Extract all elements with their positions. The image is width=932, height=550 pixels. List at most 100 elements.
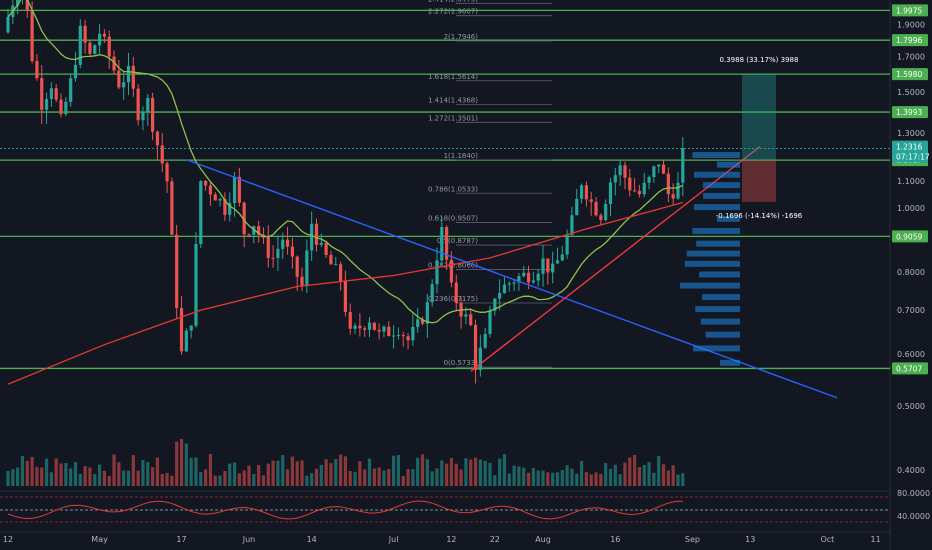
volume-bar: [338, 454, 343, 486]
volume-bar: [208, 454, 213, 486]
volume-bar: [54, 458, 58, 486]
candle-body: [363, 328, 367, 330]
candle-body: [107, 36, 111, 57]
volume-bar: [531, 468, 535, 486]
candle-body: [618, 165, 622, 176]
volume-bar: [59, 463, 63, 486]
candle-body: [579, 185, 584, 199]
volume-bar: [353, 472, 357, 486]
volume-bar: [141, 460, 145, 486]
volume-bar: [459, 469, 463, 486]
candle-body: [30, 10, 34, 62]
candle-body: [102, 33, 106, 37]
price-countdown-label: 07:17:17: [896, 153, 930, 162]
volume-bar: [618, 474, 622, 486]
volume-bar: [633, 455, 637, 486]
volume-bar: [247, 465, 251, 486]
volume-bar: [642, 464, 646, 486]
volume-bar: [146, 462, 150, 486]
volume-bar: [242, 470, 246, 486]
candle-body: [570, 215, 574, 235]
candle-body: [88, 42, 92, 54]
volume-bar: [435, 468, 439, 486]
candle-body: [661, 164, 666, 174]
candle-body: [522, 272, 526, 277]
candle-body: [604, 204, 608, 221]
volume-profile-bar: [703, 182, 740, 189]
candle-body: [290, 246, 294, 257]
volume-bar: [175, 441, 179, 486]
candle-body: [560, 254, 564, 261]
volume-bar: [473, 457, 478, 486]
volume-bar: [237, 473, 241, 486]
volume-bar: [637, 467, 642, 486]
indicator-line: [7, 500, 683, 520]
candle-body: [131, 65, 135, 89]
candle-body: [194, 243, 198, 326]
candle-body: [608, 182, 613, 205]
candle-body: [594, 201, 598, 216]
candle-body: [257, 226, 261, 235]
candle-body: [464, 314, 468, 317]
x-tick-label: Sep: [685, 535, 700, 544]
y-tick-label: 1.0000: [897, 204, 925, 213]
y-tick-label: 0.4000: [897, 466, 925, 475]
volume-bar: [406, 469, 410, 486]
volume-bar: [392, 455, 396, 486]
candle-body: [189, 325, 193, 331]
volume-profile-bar: [695, 306, 740, 313]
volume-bar: [49, 472, 53, 486]
candle-body: [478, 347, 482, 371]
volume-bar: [329, 463, 333, 486]
candle-body: [401, 335, 405, 337]
volume-bar: [589, 474, 593, 486]
level-price-tag: [892, 4, 928, 17]
level-price-tag: [892, 362, 928, 375]
candle-body: [647, 176, 651, 183]
volume-bar: [324, 459, 328, 486]
candle-body: [334, 264, 338, 266]
candle-body: [420, 319, 425, 324]
x-tick-label: 12: [446, 535, 456, 544]
candle-body: [498, 292, 502, 299]
volume-bar: [261, 475, 266, 486]
volume-bar: [522, 467, 526, 486]
volume-bar: [151, 467, 155, 486]
volume-bar: [493, 475, 497, 486]
volume-bar: [661, 464, 666, 486]
candle-body: [6, 16, 10, 33]
volume-bar: [170, 475, 174, 486]
volume-bar: [117, 462, 121, 486]
candle-body: [392, 335, 396, 337]
volume-bar: [488, 462, 492, 486]
candle-body: [141, 111, 145, 121]
volume-bar: [179, 438, 184, 486]
y-tick-label: 0.5000: [897, 402, 925, 411]
candle-body: [425, 302, 429, 324]
y-tick-label: 0.7000: [897, 306, 925, 315]
volume-bar: [430, 471, 434, 486]
candle-body: [430, 284, 434, 303]
candle-body: [69, 78, 73, 102]
x-tick-label: Oct: [820, 535, 834, 544]
volume-bar: [372, 468, 376, 486]
level-price-tag: [892, 230, 928, 243]
candle-body: [382, 326, 386, 332]
candle-body: [440, 227, 444, 261]
fib-level-label: 0.382(0.8066): [428, 262, 478, 270]
volume-bar: [464, 458, 468, 486]
fib-level-label: 0.786(1.0533): [428, 185, 478, 193]
candle-body: [416, 319, 420, 327]
y-tick-label: 0.8000: [897, 268, 925, 277]
y-tick-label: 1.3000: [897, 129, 925, 138]
candle-body: [305, 250, 309, 286]
volume-bar: [30, 456, 34, 486]
candle-body: [155, 131, 160, 146]
candle-body: [285, 239, 290, 247]
candle-body: [184, 330, 188, 352]
x-tick-label: May: [91, 535, 108, 544]
volume-profile-bar: [703, 192, 740, 199]
candle-body: [411, 326, 415, 341]
candle-body: [25, 0, 29, 11]
